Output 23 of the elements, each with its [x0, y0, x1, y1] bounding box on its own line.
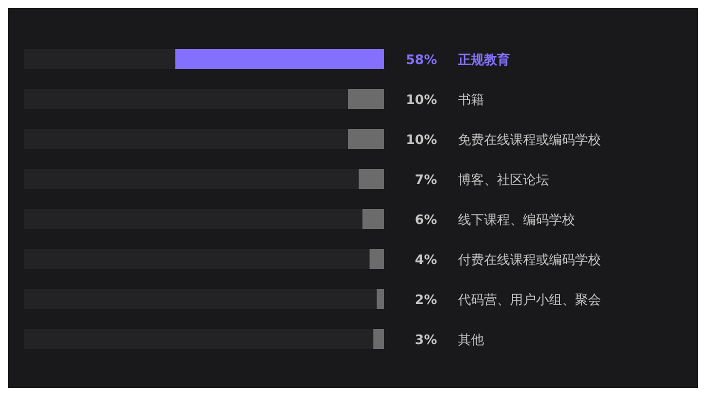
data-label: 3% [414, 333, 437, 348]
bar [348, 129, 384, 149]
y-tick-label: 付费在线课程或编码学校 [457, 253, 601, 268]
bar [373, 329, 384, 349]
y-tick-label: 正规教育 [457, 52, 510, 68]
data-label: 4% [414, 253, 437, 268]
bar [362, 209, 384, 229]
y-tick-label: 免费在线课程或编码学校 [458, 133, 601, 148]
y-tick-label: 博客、社区论坛 [458, 172, 549, 188]
bar [348, 89, 384, 109]
y-tick-label: 书籍 [458, 93, 484, 108]
bar [376, 289, 384, 309]
y-tick-label: 代码营、用户小组、聚会 [457, 293, 601, 308]
data-label: 58% [406, 53, 437, 68]
data-label: 6% [414, 213, 437, 228]
bar [358, 169, 384, 189]
y-tick-label: 线下课程、编码学校 [458, 213, 575, 228]
data-label: 7% [414, 173, 437, 188]
data-label: 10% [406, 133, 437, 148]
y-tick-label: 其他 [458, 333, 484, 348]
data-label: 2% [414, 293, 437, 308]
bar [370, 249, 384, 269]
data-label: 10% [406, 93, 437, 108]
